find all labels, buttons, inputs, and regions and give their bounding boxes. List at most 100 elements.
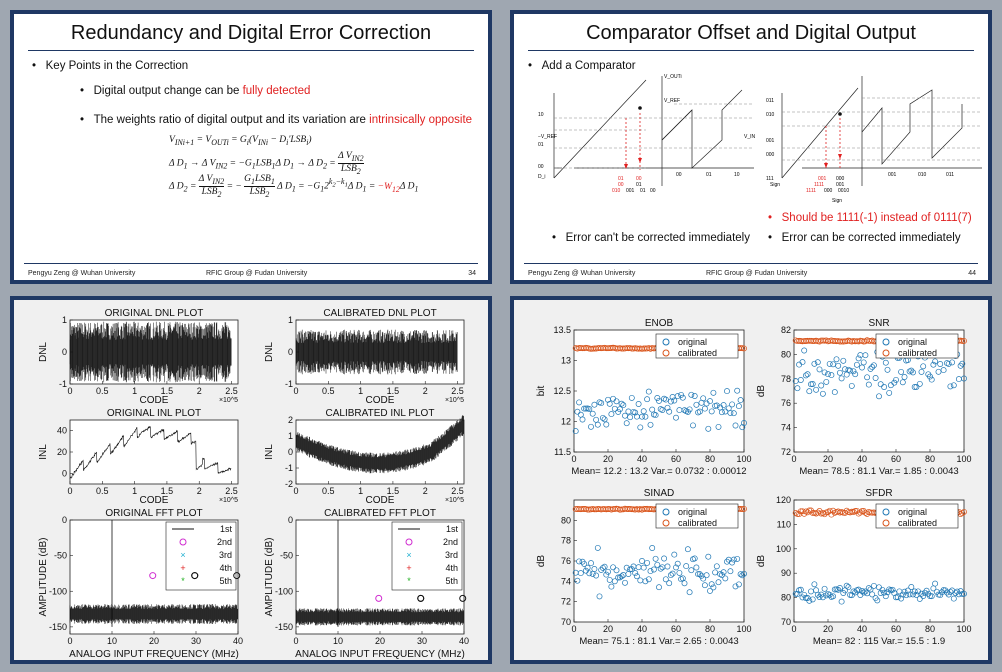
harmonic-marker — [417, 594, 425, 602]
code-row1-a: 001 — [818, 176, 827, 182]
point-original — [642, 413, 649, 420]
point-original — [652, 412, 659, 419]
dnl-trace — [295, 329, 458, 375]
x-tick-label: 0 — [67, 636, 72, 646]
y-tick-label: 0 — [288, 447, 293, 457]
code-row1-b: 000 — [836, 176, 845, 182]
point-original — [869, 591, 876, 598]
point-original — [945, 360, 952, 367]
point-original — [729, 401, 736, 408]
point-original — [628, 394, 635, 401]
point-original — [876, 393, 882, 400]
legend-label-calibrated: calibrated — [898, 518, 937, 528]
y-axis-label: dB — [536, 555, 547, 568]
x-tick-label: 1 — [358, 486, 363, 496]
y-axis-label: AMPLITUDE (dB) — [264, 538, 275, 617]
point-original — [727, 409, 734, 416]
point-original — [850, 368, 857, 375]
harmonic-marker — [375, 594, 383, 602]
point-original — [918, 368, 925, 375]
point-original — [640, 564, 647, 571]
x-tick-label: 0 — [571, 624, 576, 634]
stats-caption: Mean= 75.1 : 81.1 Var.= 2.65 : 0.0043 — [579, 636, 738, 647]
point-original — [616, 406, 623, 413]
point-original — [701, 582, 708, 589]
x-tick-label: 1.5 — [161, 486, 174, 496]
point-original — [794, 385, 801, 392]
legend-marker-original — [882, 508, 890, 516]
label-sign-2: Sign — [832, 198, 842, 204]
point-original — [853, 361, 860, 368]
point-original — [855, 586, 862, 593]
x-tick-label: 0 — [293, 486, 298, 496]
point-original — [811, 360, 818, 367]
fft-noise — [69, 604, 238, 624]
legend-label: 1st — [446, 524, 459, 534]
chart-title: SNR — [868, 318, 889, 329]
y-tick-label: 82 — [781, 325, 791, 335]
y-tick-label: 2 — [288, 415, 293, 425]
x-tick-label: 0 — [791, 624, 796, 634]
point-original — [867, 365, 874, 372]
point-original — [804, 371, 811, 378]
y-tick-label: 0 — [288, 515, 293, 525]
code-row1-b: 00 — [636, 176, 642, 182]
y-tick-label: 11.5 — [554, 447, 571, 457]
y-tick-label: -2 — [285, 479, 293, 489]
legend-marker-calibrated — [882, 349, 890, 357]
y-tick-label: 12 — [561, 417, 571, 427]
slide-redundancy: Redundancy and Digital Error Correction … — [10, 10, 492, 284]
point-original — [735, 403, 742, 410]
figure-dnl-inl-fft: ORIGINAL DNL PLOT 0 0.5 1 1.5 2 2.5 -1 0 1 ×10^5 CO… — [10, 296, 492, 664]
y-tick-label: 1 — [288, 315, 293, 325]
x-tick-label: 20 — [603, 454, 613, 464]
x-tick-label: 0 — [293, 386, 298, 396]
point-original — [950, 382, 957, 389]
point-original — [654, 561, 661, 568]
label-vrefn: −V_REF — [538, 134, 557, 140]
point-original — [881, 384, 888, 390]
point-original — [811, 581, 818, 588]
equation-1: VINi+1 = VOUTi = Gi(VINi − Di'LSBi) — [169, 135, 312, 147]
point-calibrated — [826, 507, 833, 514]
point-original — [930, 361, 937, 368]
code-01: 01 — [538, 142, 544, 148]
point-original — [940, 367, 947, 374]
point-calibrated — [961, 508, 967, 515]
point-original — [705, 553, 712, 560]
point-original — [840, 357, 847, 364]
x-axis-label: ANALOG INPUT FREQUENCY (MHz) — [69, 649, 239, 660]
legend-box — [875, 333, 959, 359]
point-original — [741, 420, 747, 426]
point-original — [806, 597, 813, 604]
code-row3-c: 0010 — [838, 188, 849, 194]
x-tick-label: 60 — [891, 454, 901, 464]
point-original — [684, 546, 691, 553]
axis-code-01: 01 — [706, 172, 712, 178]
x-tick-label: 60 — [891, 624, 901, 634]
right-caption-text: Error can be corrected immediately — [781, 232, 961, 244]
y-tick-label: -100 — [275, 586, 293, 596]
x-tick-label: 20 — [149, 636, 159, 646]
x-exponent: ×10^5 — [219, 497, 238, 504]
x-tick-label: 0.5 — [322, 486, 335, 496]
chart-title: ORIGINAL INL PLOT — [107, 408, 201, 419]
point-original — [872, 375, 879, 381]
point-original — [720, 569, 727, 576]
x-tick-label: 1.5 — [161, 386, 174, 396]
point-original — [835, 586, 842, 593]
point-original — [647, 421, 654, 428]
point-original — [937, 592, 944, 599]
label-vref: V_REF — [664, 98, 680, 104]
legend-marker-calibrated — [662, 349, 670, 357]
y-tick-label: -1 — [285, 463, 293, 473]
x-tick-label: 0.5 — [96, 486, 109, 496]
point-original — [959, 360, 966, 367]
y-tick-label: 120 — [776, 495, 791, 505]
point-original — [674, 393, 681, 400]
point-original — [949, 359, 956, 366]
point-original — [724, 388, 730, 395]
